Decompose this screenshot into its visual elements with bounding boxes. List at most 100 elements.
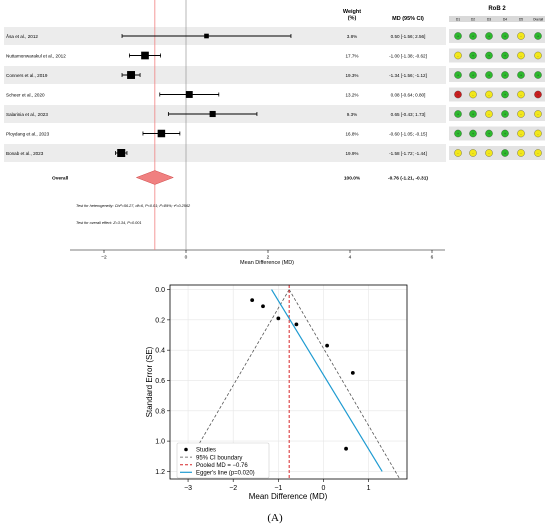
rob-domain-label: Overall xyxy=(533,18,543,22)
study-effect-square xyxy=(141,51,149,60)
rob-judgement-symbol: + xyxy=(488,34,490,38)
rob-judgement-symbol: - xyxy=(520,112,522,116)
forest-reference-lines xyxy=(154,0,187,250)
rob-judgement-dot xyxy=(469,129,477,138)
rob-judgement-dot xyxy=(454,51,462,60)
study-effect-square xyxy=(185,91,193,98)
rob-judgement-symbol: - xyxy=(520,93,522,97)
rob-judgement-dot xyxy=(534,149,542,157)
rob-domain-label: D4 xyxy=(503,18,507,22)
rob-judgement-symbol: + xyxy=(504,34,506,38)
forest-row-stripes xyxy=(4,27,446,162)
rob-row-band xyxy=(449,29,545,43)
rob-judgement-symbol: + xyxy=(472,112,474,116)
weight-header-line: Weight xyxy=(343,9,361,15)
rob-domain-label: D1 xyxy=(456,18,460,22)
rob-domain-label: D5 xyxy=(519,18,523,22)
rob-judgement-dot xyxy=(454,90,462,99)
rob-judgement-symbol: - xyxy=(472,93,474,97)
rob-judgement-dot xyxy=(454,71,462,79)
rob-row-band xyxy=(449,126,545,141)
rob-judgement-symbol: - xyxy=(537,112,539,116)
funnel-y-tick-label: 1.2 xyxy=(155,469,165,476)
forest-x-ticks: −2 0 2 4 6 xyxy=(101,250,434,261)
study-ci-text: -1.58 [-1.72; -1.44] xyxy=(389,151,427,156)
rob-row-band xyxy=(449,68,545,82)
rob-judgement-symbol: - xyxy=(520,34,522,38)
study-effect-square xyxy=(127,71,136,79)
rob-judgement-symbol: - xyxy=(537,54,539,58)
study-weight: 13.2% xyxy=(345,93,358,98)
rob-judgement-dot xyxy=(534,32,542,40)
rob-judgement-symbol: - xyxy=(520,132,522,136)
rob-judgement-dot xyxy=(534,71,542,79)
rob-judgement-dot xyxy=(517,51,525,60)
rob-judgement-symbol: + xyxy=(504,132,506,136)
funnel-y-tick-label: 0.8 xyxy=(155,408,165,415)
rob-judgement-symbol: - xyxy=(457,54,459,58)
rob-judgement-dot xyxy=(485,129,493,138)
study-ci-text: -1.34 [-1.56; -1.12] xyxy=(389,73,427,78)
rob-row-band xyxy=(449,146,545,160)
study-effect-square xyxy=(117,149,126,157)
heterogeneity-note: Test for heterogeneity: Chi²=56.27, df=6… xyxy=(76,204,191,208)
study-weight: 16.8% xyxy=(345,132,358,137)
study-effect-square xyxy=(157,129,166,138)
study-point xyxy=(325,343,329,348)
rob-judgement-dot xyxy=(485,149,493,157)
forest-tick-label: −2 xyxy=(101,255,107,261)
rob-judgement-dot xyxy=(454,149,462,157)
forest-overall-row: Overall 100.0% -0.76 (-1.21, -0.31) xyxy=(52,170,428,185)
rob-judgement-symbol: - xyxy=(472,151,474,155)
study-label: Conners et al., 2019 xyxy=(6,73,48,78)
funnel-x-tick-label: −1 xyxy=(274,485,282,492)
rob-judgement-symbol: + xyxy=(457,132,459,136)
rob-judgement-symbol: - xyxy=(520,151,522,155)
funnel-y-tick-label: 0.4 xyxy=(155,348,165,355)
rob-judgement-symbol: + xyxy=(488,132,490,136)
rob-judgement-symbol: + xyxy=(504,151,506,155)
rob-judgement-symbol: + xyxy=(488,73,490,77)
rob-judgement-dot xyxy=(469,110,477,118)
rob-judgement-symbol: + xyxy=(537,34,539,38)
study-weight: 19.3% xyxy=(345,73,358,78)
rob-row-band xyxy=(449,87,545,102)
figure-caption: (A) xyxy=(267,512,283,524)
study-point xyxy=(350,371,355,375)
funnel-plot-frame xyxy=(169,284,408,480)
study-label: Ploydang et al., 2023 xyxy=(6,132,50,137)
rob-column-header: RoB 2 xyxy=(488,6,506,12)
rob-judgement-dot xyxy=(469,90,477,99)
overall-weight: 100.0% xyxy=(344,176,361,182)
study-ci-text: 0.08 [-0.64; 0.80] xyxy=(391,93,426,98)
rob-judgement-dot xyxy=(485,90,493,99)
rob-judgement-symbol: + xyxy=(488,54,490,58)
rob-judgement-symbol: - xyxy=(537,132,539,136)
study-weight: 17.7% xyxy=(345,54,358,59)
rob-judgement-dot xyxy=(485,110,493,118)
study-label: Scheer et al., 2020 xyxy=(6,93,45,98)
rob-judgement-dot xyxy=(469,149,477,157)
rob-judgement-dot xyxy=(534,110,542,118)
rob-judgement-dot xyxy=(485,32,493,40)
funnel-y-tick-label: 0.2 xyxy=(155,317,165,324)
rob-judgement-symbol: + xyxy=(520,73,522,77)
overall-label: Overall xyxy=(52,176,68,182)
study-point xyxy=(250,298,255,303)
rob-judgement-symbol: + xyxy=(504,54,506,58)
funnel-y-ticks: 0.0 0.2 0.4 0.6 0.8 1.0 1.2 xyxy=(155,287,170,476)
rob-judgement-symbol: - xyxy=(457,151,459,155)
rob-judgement-symbol: − xyxy=(537,93,539,97)
rob-judgement-dot xyxy=(534,90,542,99)
study-weight: 3.8% xyxy=(347,34,357,39)
rob-judgement-dot xyxy=(454,32,462,40)
rob-judgement-dot xyxy=(517,110,525,118)
legend-box xyxy=(176,442,270,479)
rob-judgement-dot xyxy=(501,51,509,60)
study-weight: 19.9% xyxy=(345,151,358,156)
study-effect-square xyxy=(204,33,209,39)
forest-tick-label: 4 xyxy=(349,255,352,261)
rob-judgement-symbol: + xyxy=(457,73,459,77)
funnel-x-tick-label: 1 xyxy=(367,485,371,492)
